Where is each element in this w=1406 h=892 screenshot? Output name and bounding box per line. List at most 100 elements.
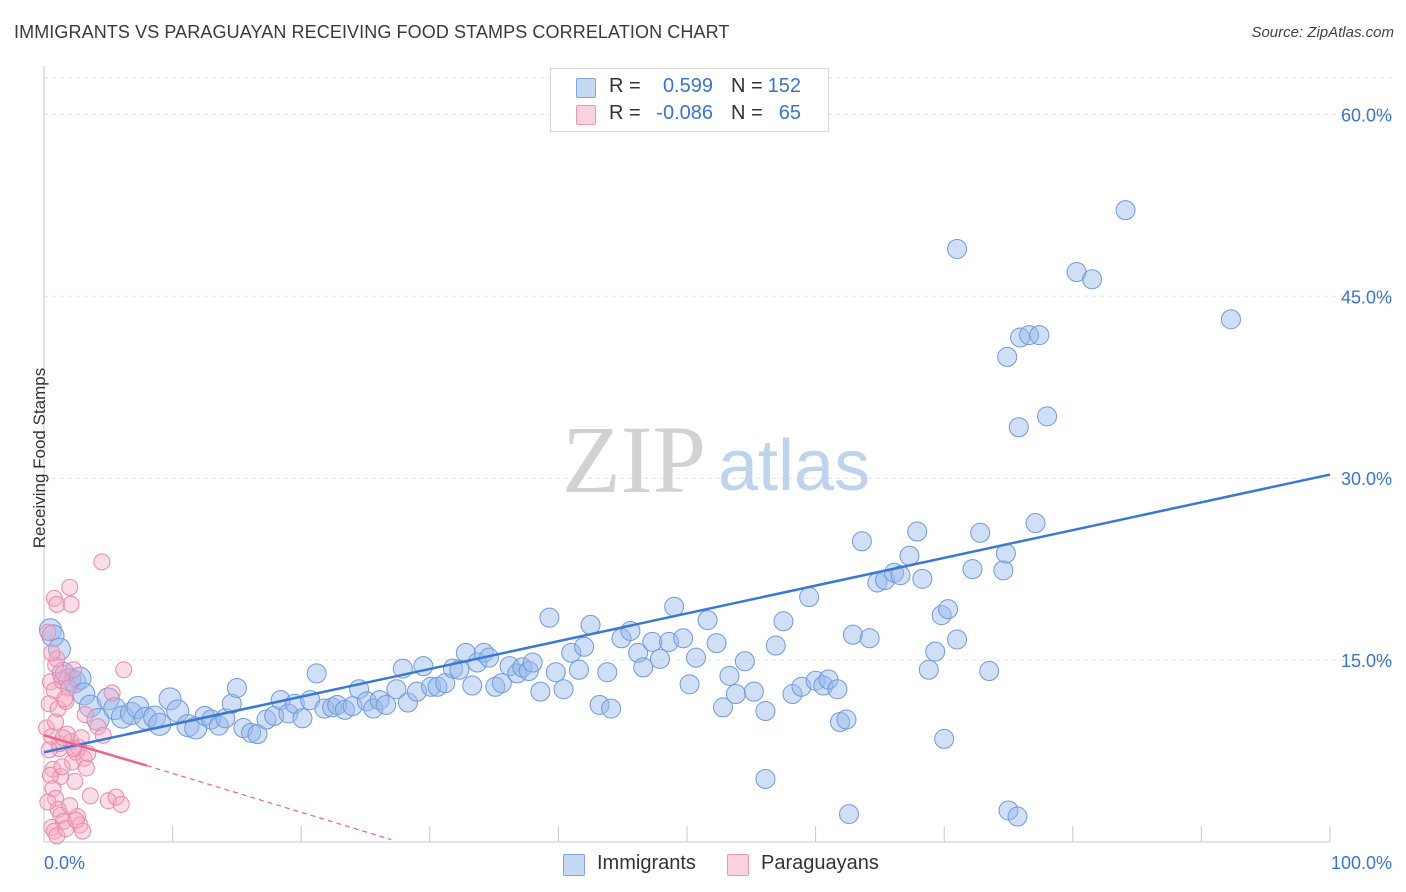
paraguayans-point [53, 672, 71, 690]
immigrants-point [491, 673, 512, 694]
immigrants-point [633, 657, 654, 678]
legend-swatch-immigrants [563, 854, 585, 876]
paraguayans-point [48, 595, 66, 613]
paraguayans-point [103, 684, 121, 702]
immigrants-point [322, 697, 343, 718]
immigrants-point [1115, 200, 1136, 221]
immigrants-point [241, 722, 262, 743]
immigrants-point [601, 698, 622, 719]
paraguayans-point [76, 706, 94, 724]
y-tick-label: 45.0% [1341, 287, 1392, 307]
paraguayans-point [74, 822, 92, 840]
paraguayans-point [59, 679, 77, 697]
immigrants-point [719, 665, 740, 686]
paraguayans-trend-extension [146, 765, 392, 841]
immigrants-point [512, 657, 533, 678]
paraguayans-point [89, 718, 107, 736]
legend-n-value: 152 [767, 75, 801, 97]
immigrants-point [859, 628, 880, 649]
watermark-atlas: atlas [718, 426, 870, 506]
immigrants-point [912, 568, 933, 589]
immigrants-point [1008, 417, 1029, 438]
watermark-zip: ZIP [562, 406, 706, 513]
immigrants-point [755, 768, 776, 789]
immigrants-point [890, 565, 911, 586]
immigrants-point [743, 681, 764, 702]
legend-row-paraguayans: R = -0.086 N = 65 [551, 100, 828, 128]
paraguayans-point [44, 780, 62, 798]
immigrants-point [376, 694, 397, 715]
paraguayans-point [53, 758, 71, 776]
immigrants-point [1025, 513, 1046, 534]
legend-r-label: R = [609, 102, 641, 124]
immigrants-point [568, 659, 589, 680]
legend-swatch-paraguayans [727, 854, 749, 876]
immigrants-point [734, 651, 755, 672]
legend-label-paraguayans: Paraguayans [761, 852, 879, 874]
legend-n-label: N = [731, 102, 763, 124]
x-tick-label: 0.0% [44, 853, 85, 873]
legend-r-value: 0.599 [662, 75, 713, 97]
y-tick-label: 30.0% [1341, 469, 1392, 489]
paraguayans-point [40, 695, 58, 713]
y-tick-label: 15.0% [1341, 651, 1392, 671]
immigrants-point [1220, 309, 1241, 330]
immigrants-point [226, 677, 247, 698]
immigrants-point [589, 694, 610, 715]
immigrants-point [1037, 406, 1058, 427]
paraguayans-point [62, 595, 80, 613]
immigrants-point [78, 694, 102, 718]
legend-swatch-immigrants [576, 78, 596, 98]
immigrants-point [545, 662, 566, 683]
paraguayans-point [112, 795, 130, 813]
immigrants-point [499, 656, 520, 677]
paraguayans-point [81, 787, 99, 805]
grid-lines [44, 77, 1392, 661]
immigrants-point [755, 701, 776, 722]
immigrants-point [642, 631, 663, 652]
chart-title: IMMIGRANTS VS PARAGUAYAN RECEIVING FOOD … [14, 22, 730, 42]
trend-lines [43, 473, 1331, 841]
immigrants-point [934, 728, 955, 749]
immigrants-point [522, 652, 543, 673]
immigrants-point [686, 647, 707, 668]
legend-n-label: N = [731, 75, 763, 97]
immigrants-point [386, 679, 407, 700]
paraguayans-point [65, 661, 83, 679]
immigrants-point [827, 679, 848, 700]
immigrants-point [597, 662, 618, 683]
immigrants-point [1029, 325, 1050, 346]
immigrants-point [713, 697, 734, 718]
immigrants-point [462, 675, 483, 696]
immigrants-point [363, 698, 384, 719]
legend-r-value: -0.086 [656, 102, 713, 124]
source-credit: Source: ZipAtlas.com [1251, 24, 1394, 41]
immigrants-point [907, 521, 928, 542]
immigrants-point [314, 698, 335, 719]
immigrants-point [561, 642, 582, 663]
paraguayans-point [77, 759, 95, 777]
immigrants-point [574, 636, 595, 657]
immigrants-point [851, 531, 872, 552]
immigrants-point [539, 607, 560, 628]
immigrants-point [485, 676, 506, 697]
watermark: ZIP atlas [562, 406, 870, 513]
paraguayans-point [39, 793, 57, 811]
legend-n-value: 65 [778, 102, 801, 124]
immigrants-trend-line [43, 473, 1331, 754]
immigrants-point [947, 629, 968, 650]
immigrants-point [836, 709, 857, 730]
immigrants-point [799, 587, 820, 608]
immigrants-point [997, 346, 1018, 367]
immigrants-point [673, 628, 694, 649]
paraguayans-point [67, 811, 85, 829]
immigrants-point [1007, 806, 1028, 827]
immigrants-point [839, 804, 860, 825]
immigrants-point [221, 693, 242, 714]
immigrants-point [292, 708, 313, 729]
x-tick-label: 100.0% [1331, 853, 1392, 873]
legend-label-immigrants: Immigrants [597, 852, 696, 874]
immigrants-point [41, 624, 65, 648]
immigrants-point [1019, 325, 1040, 346]
